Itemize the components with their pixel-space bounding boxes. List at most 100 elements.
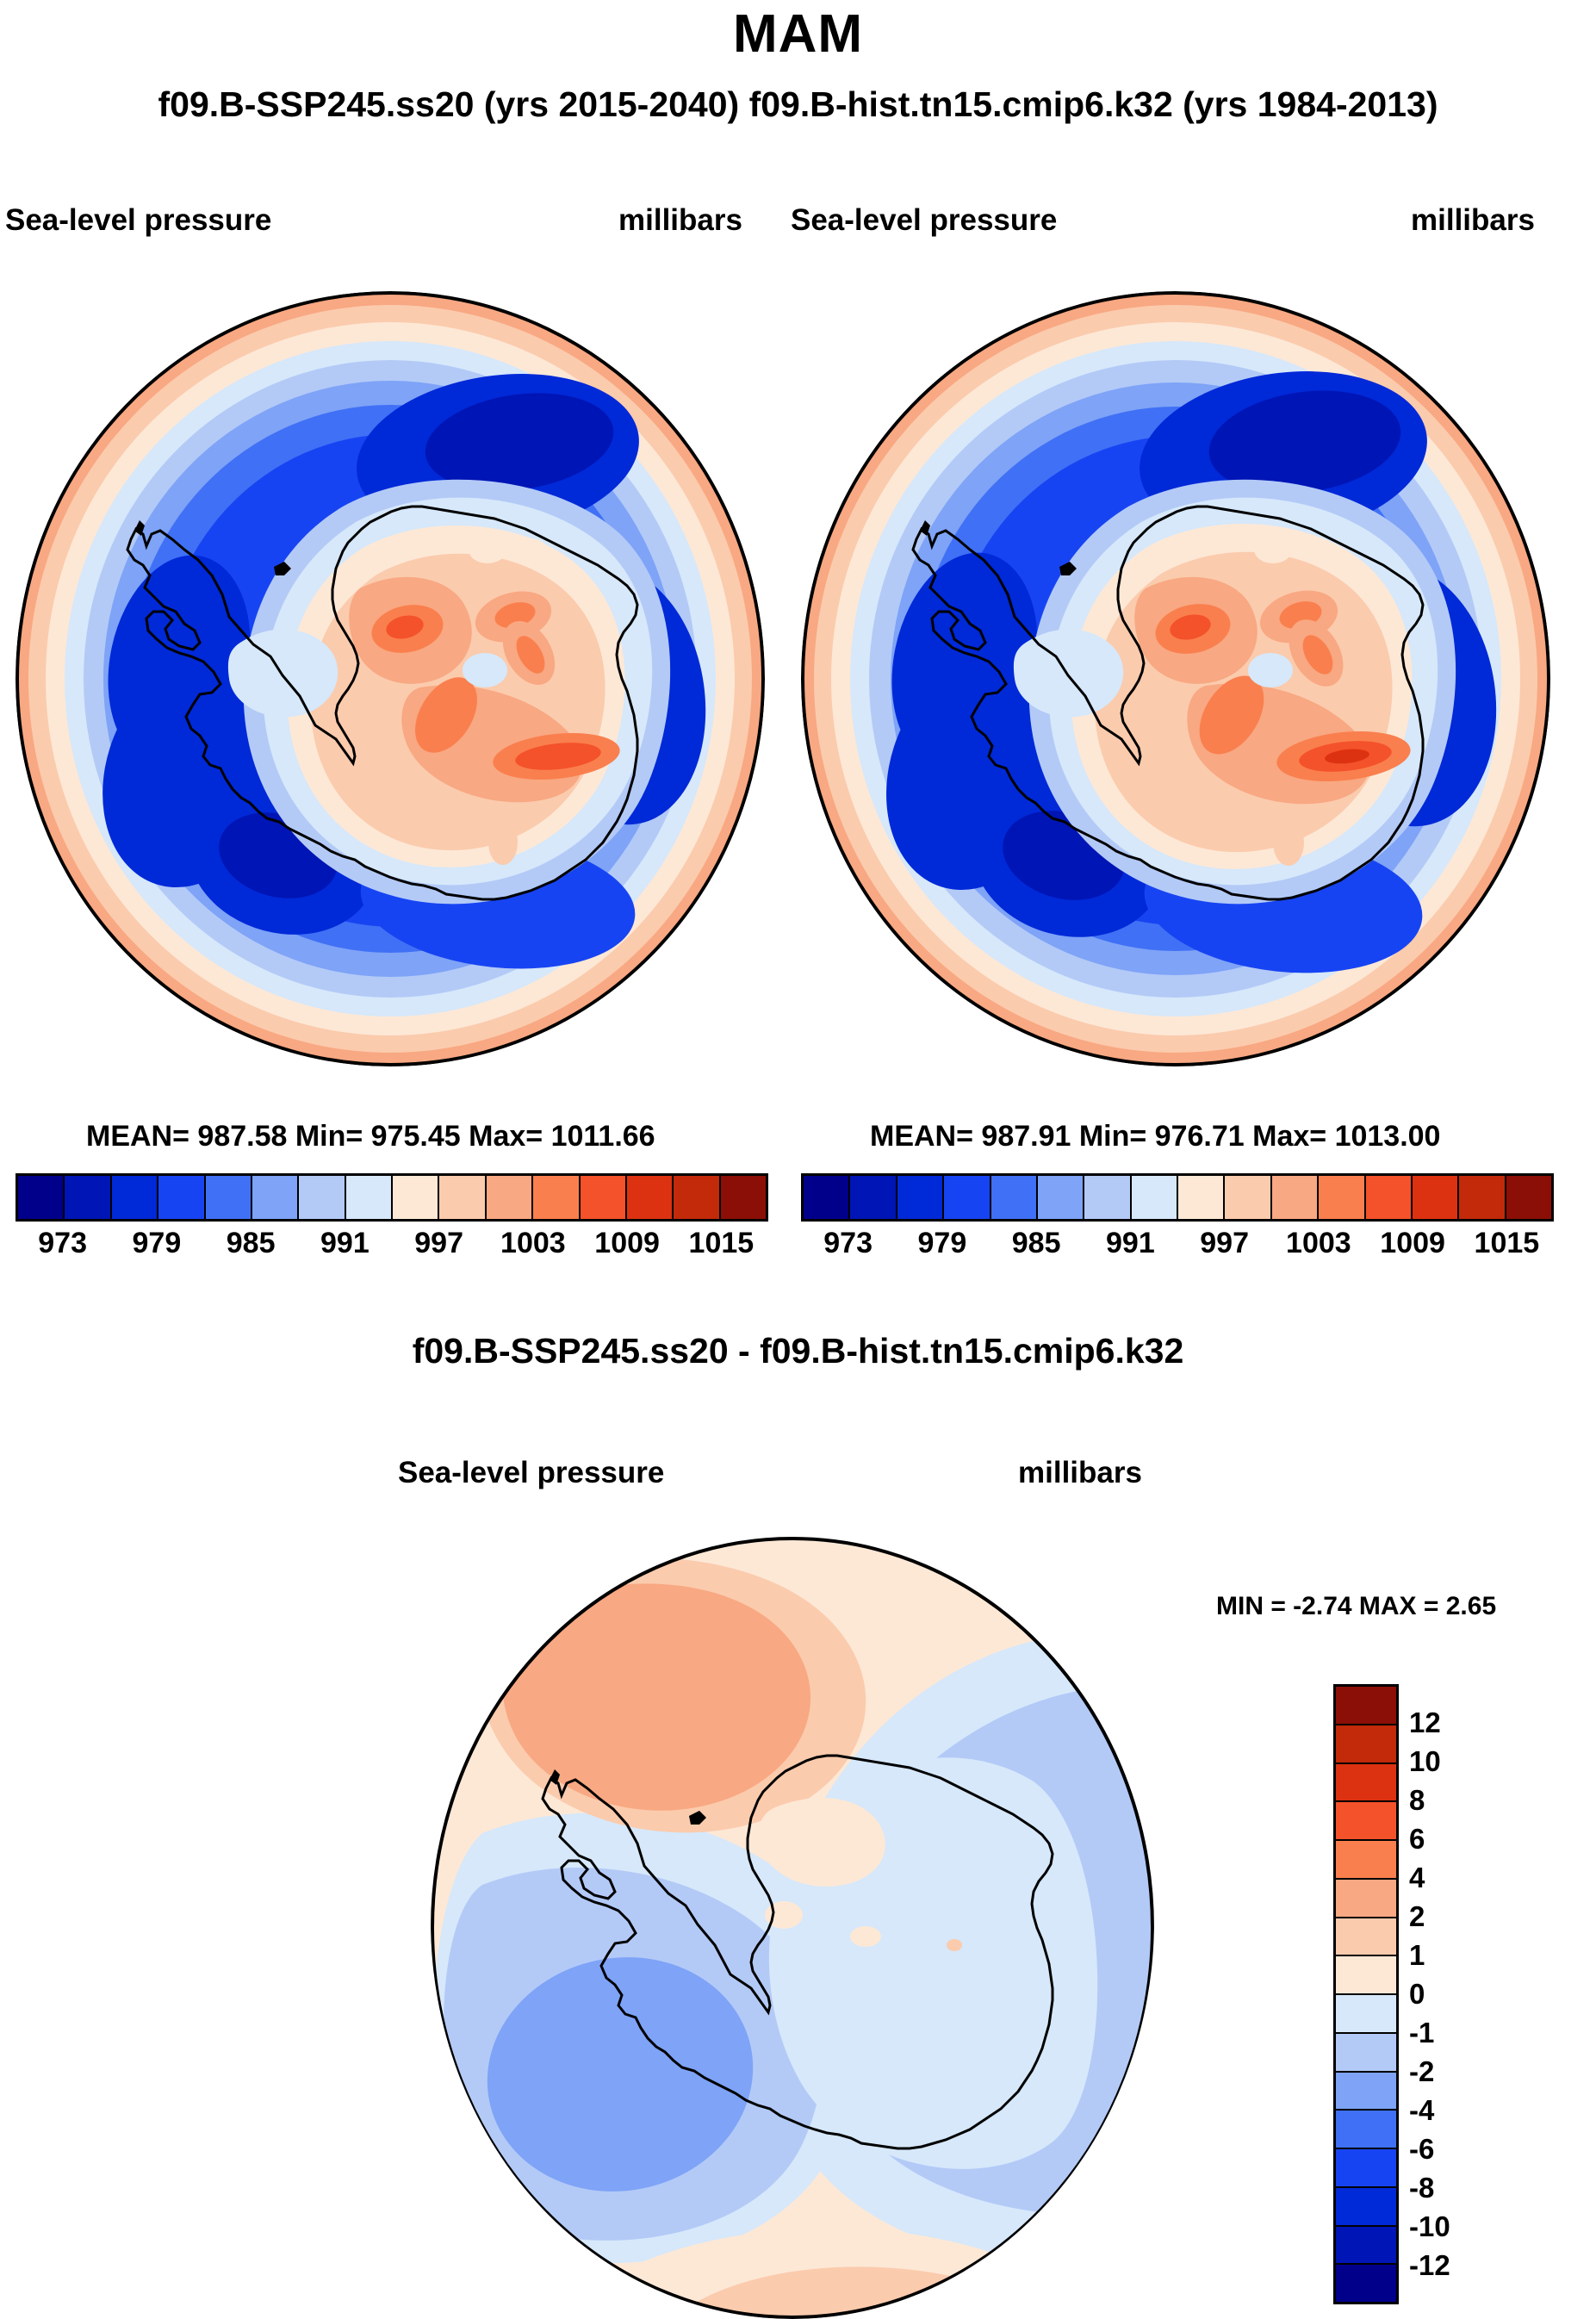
colorbar-tick-label: -6 [1409,2133,1435,2165]
right-panel-variable-label: Sea-level pressure [791,203,1058,237]
colorbar-cell [1336,1879,1396,1918]
colorbar-cell [1131,1176,1178,1219]
colorbar-tick-label: 1 [1409,1939,1425,1971]
colorbar-tick-label: 1015 [1474,1227,1540,1259]
diff-panel-stats: MIN = -2.74 MAX = 2.65 [1216,1592,1497,1620]
colorbar-cell [1412,1176,1460,1219]
left-panel-units-label: millibars [618,203,742,237]
right-panel-units-label: millibars [1411,203,1535,237]
colorbar-left [16,1173,768,1222]
colorbar-cell [393,1176,440,1219]
colorbar-cell [1336,2226,1396,2266]
colorbar-cell [345,1176,393,1219]
colorbar-tick-label: 2 [1409,1900,1425,1932]
page-subtitle: f09.B-SSP245.ss20 (yrs 2015-2040) f09.B-… [158,84,1438,124]
colorbar-cell [1336,1687,1396,1725]
colorbar-cell [897,1176,945,1219]
map-difference-projection [431,1523,1154,2319]
colorbar-tick-label: 997 [1200,1227,1249,1259]
colorbar-cell [580,1176,627,1219]
colorbar-tick-label: 979 [132,1227,182,1259]
colorbar-cell [1178,1176,1226,1219]
colorbar-tick-label: -12 [1409,2249,1450,2281]
right-panel-stats: MEAN= 987.91 Min= 976.71 Max= 1013.00 [870,1120,1441,1153]
colorbar-difference-labels: 12 10 8 6 4 2 1 0 -1 -2 -4 -6 -8 -10 -12 [1409,1684,1521,2304]
colorbar-cell [991,1176,1038,1219]
colorbar-cell [1336,2187,1396,2227]
colorbar-tick-label: 1015 [688,1227,755,1259]
colorbar-tick-label: -8 [1409,2172,1435,2204]
colorbar-left-labels: 973 979 985 991 997 1003 1009 1015 [16,1227,768,1265]
colorbar-tick-label: 1009 [594,1227,660,1259]
colorbar-tick-label: 1003 [500,1227,566,1259]
colorbar-tick-label: -2 [1409,2055,1435,2087]
colorbar-cell [1084,1176,1132,1219]
colorbar-tick-label: 973 [38,1227,87,1259]
colorbar-cell [1336,2149,1396,2188]
colorbar-cell [1365,1176,1413,1219]
page-title: MAM [732,4,864,64]
colorbar-tick-label: 985 [1011,1227,1061,1259]
colorbar-cell [1336,1956,1396,1995]
colorbar-tick-label: 985 [226,1227,276,1259]
left-panel-variable-label: Sea-level pressure [5,203,272,237]
colorbar-tick-label: 8 [1409,1784,1425,1816]
colorbar-cell [720,1176,766,1219]
colorbar-tick-label: 991 [320,1227,370,1259]
colorbar-cell [1506,1176,1551,1219]
colorbar-cell [205,1176,252,1219]
colorbar-cell [486,1176,534,1219]
colorbar-tick-label: 0 [1409,1978,1425,2010]
colorbar-cell [1271,1176,1320,1219]
colorbar-cell [533,1176,581,1219]
colorbar-cell [1336,1763,1396,1803]
diff-panel-variable-label: Sea-level pressure [398,1456,665,1489]
colorbar-cell [252,1176,300,1219]
colorbar-cell [1336,2033,1396,2073]
colorbar-tick-label: 12 [1409,1707,1441,1738]
left-panel-stats: MEAN= 987.58 Min= 975.45 Max= 1011.66 [86,1120,655,1153]
colorbar-cell [1336,2265,1396,2302]
colorbar-cell [1459,1176,1506,1219]
colorbar-cell [439,1176,487,1219]
colorbar-tick-label: 979 [917,1227,967,1259]
colorbar-cell [804,1176,851,1219]
colorbar-cell [1336,1802,1396,1841]
map-historical-projection [801,291,1550,1066]
colorbar-tick-label: 973 [823,1227,873,1259]
colorbar-cell [1319,1176,1366,1219]
colorbar-cell [674,1176,721,1219]
colorbar-tick-label: 1009 [1380,1227,1445,1259]
colorbar-right [801,1173,1554,1222]
colorbar-cell [18,1176,65,1219]
map-ssp245-projection [16,291,765,1066]
colorbar-cell [111,1176,159,1219]
colorbar-tick-label: 6 [1409,1823,1425,1855]
colorbar-cell [299,1176,346,1219]
colorbar-cell [1037,1176,1085,1219]
colorbar-difference [1333,1684,1399,2304]
colorbar-cell [850,1176,897,1219]
colorbar-cell [158,1176,206,1219]
colorbar-tick-label: 991 [1106,1227,1155,1259]
colorbar-cell [1225,1176,1272,1219]
difference-panel-title: f09.B-SSP245.ss20 - f09.B-hist.tn15.cmip… [412,1331,1184,1371]
colorbar-tick-label: 1003 [1286,1227,1351,1259]
colorbar-cell [944,1176,991,1219]
colorbar-tick-label: 10 [1409,1745,1441,1777]
colorbar-tick-label: 997 [414,1227,463,1259]
colorbar-cell [626,1176,674,1219]
colorbar-cell [1336,1918,1396,1957]
colorbar-cell [1336,1725,1396,1764]
colorbar-tick-label: -4 [1409,2094,1435,2126]
colorbar-cell [1336,1995,1396,2034]
colorbar-cell [65,1176,112,1219]
colorbar-right-labels: 973 979 985 991 997 1003 1009 1015 [801,1227,1554,1265]
diff-panel-units-label: millibars [1018,1456,1142,1489]
colorbar-tick-label: 4 [1409,1862,1425,1893]
colorbar-tick-label: -10 [1409,2210,1450,2242]
colorbar-cell [1336,2111,1396,2149]
colorbar-cell [1336,2072,1396,2111]
colorbar-cell [1336,1841,1396,1880]
colorbar-tick-label: -1 [1409,2017,1435,2049]
